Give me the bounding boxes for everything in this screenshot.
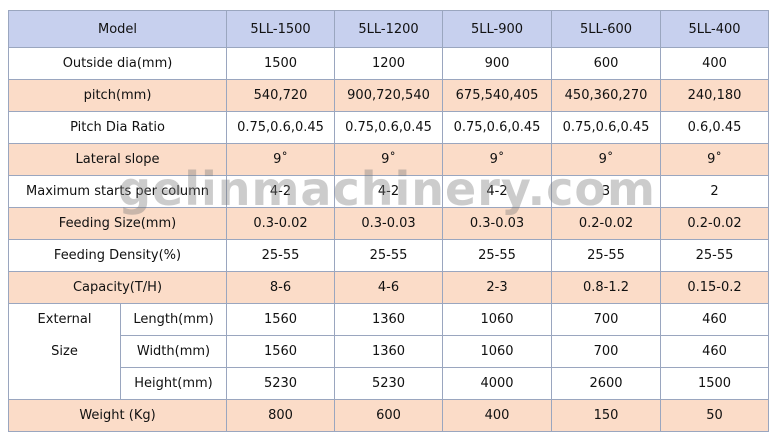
header-label: Model [7,10,228,48]
cell: 900,720,540 [334,79,444,112]
cell: 1360 [334,303,444,336]
cell: 2600 [551,367,662,400]
row-label: Outside dia(mm) [7,47,228,80]
cell: 1560 [226,335,336,368]
header-cell: 5LL-600 [551,10,662,48]
cell: 400 [660,47,770,80]
cell: 9˚ [226,143,336,176]
row-label: Height(mm) [119,367,228,400]
cell: 240,180 [660,79,770,112]
spec-table: Model 5LL-1500 5LL-1200 5LL-900 5LL-600 5LL-4… [7,10,770,432]
table-row: Capacity(T/H) 8-6 4-6 2-3 0.8-1.2 0.15-0.2 [7,271,770,304]
cell: 9˚ [660,143,770,176]
cell: 1560 [226,303,336,336]
cell: 1360 [334,335,444,368]
row-label: Maximum starts per column [7,175,228,208]
cell: 400 [442,399,553,432]
group-label-line: Size [51,344,78,359]
cell: 0.75,0.6,0.45 [551,111,662,144]
cell: 700 [551,303,662,336]
cell: 1060 [442,303,553,336]
cell: 0.3-0.02 [226,207,336,240]
header-cell: 5LL-1500 [226,10,336,48]
cell: 800 [226,399,336,432]
row-label: Weight (Kg) [7,399,228,432]
table-row: Outside dia(mm) 1500 1200 900 600 400 [7,47,770,80]
table-row: Model 5LL-1500 5LL-1200 5LL-900 5LL-600 5LL-4… [7,10,770,48]
row-label: pitch(mm) [7,79,228,112]
row-label: Capacity(T/H) [7,271,228,304]
row-label: Feeding Size(mm) [7,207,228,240]
cell: 25-55 [551,239,662,272]
row-label: Lateral slope [7,143,228,176]
cell: 0.75,0.6,0.45 [442,111,553,144]
cell: 150 [551,399,662,432]
cell: 9˚ [334,143,444,176]
cell: 8-6 [226,271,336,304]
cell: 5230 [226,367,336,400]
cell: 540,720 [226,79,336,112]
cell: 450,360,270 [551,79,662,112]
cell: 25-55 [226,239,336,272]
table-row: Weight (Kg) 800 600 400 150 50 [7,399,770,432]
cell: 675,540,405 [442,79,553,112]
cell: 600 [334,399,444,432]
row-label: Length(mm) [119,303,228,336]
cell: 9˚ [442,143,553,176]
row-label: Pitch Dia Ratio [7,111,228,144]
cell: 0.2-0.02 [551,207,662,240]
cell: 0.15-0.2 [660,271,770,304]
table-row: Pitch Dia Ratio 0.75,0.6,0.45 0.75,0.6,0.4… [7,111,770,144]
table-row: Feeding Size(mm) 0.3-0.02 0.3-0.03 0.3-0.03… [7,207,770,240]
header-cell: 5LL-400 [660,10,770,48]
table-row: Lateral slope 9˚ 9˚ 9˚ 9˚ 9˚ [7,143,770,176]
table-row: pitch(mm) 540,720 900,720,540 675,540,405 45… [7,79,770,112]
cell: 0.8-1.2 [551,271,662,304]
header-cell: 5LL-1200 [334,10,444,48]
table-row: Height(mm) 5230 5230 4000 2600 1500 [9,367,770,400]
table-row: Maximum starts per column 4-2 4-2 4-2 3 2 [7,175,770,208]
cell: 4-2 [334,175,444,208]
cell: 900 [442,47,553,80]
cell: 25-55 [334,239,444,272]
cell: 4000 [442,367,553,400]
table-row: Feeding Density(%) 25-55 25-55 25-55 25-55 25… [7,239,770,272]
group-label-line: External [37,312,92,327]
header-cell: 5LL-900 [442,10,553,48]
cell: 1500 [660,367,770,400]
row-label: Width(mm) [119,335,228,368]
cell: 5230 [334,367,444,400]
cell: 1200 [334,47,444,80]
row-label: Feeding Density(%) [7,239,228,272]
cell: 460 [660,335,770,368]
cell: 9˚ [551,143,662,176]
cell: 1500 [226,47,336,80]
cell: 3 [551,175,662,208]
cell: 460 [660,303,770,336]
cell: 1060 [442,335,553,368]
cell: 0.75,0.6,0.45 [226,111,336,144]
table-row: Width(mm) 1560 1360 1060 700 460 [9,335,770,368]
cell: 25-55 [660,239,770,272]
group-label: External Size [8,303,121,400]
cell: 0.6,0.45 [660,111,770,144]
cell: 25-55 [442,239,553,272]
cell: 600 [551,47,662,80]
table-row: External Size Length(mm) 1560 1360 1060 700 460 [8,303,770,400]
cell: 4-2 [226,175,336,208]
cell: 2 [660,175,770,208]
cell: 0.3-0.03 [442,207,553,240]
cell: 0.75,0.6,0.45 [334,111,444,144]
cell: 4-6 [334,271,444,304]
cell: 700 [551,335,662,368]
cell: 50 [660,399,770,432]
cell: 0.3-0.03 [334,207,444,240]
cell: 0.2-0.02 [660,207,770,240]
cell: 4-2 [442,175,553,208]
cell: 2-3 [442,271,553,304]
table-body: Model 5LL-1500 5LL-1200 5LL-900 5LL-600 5LL-4… [7,10,770,432]
